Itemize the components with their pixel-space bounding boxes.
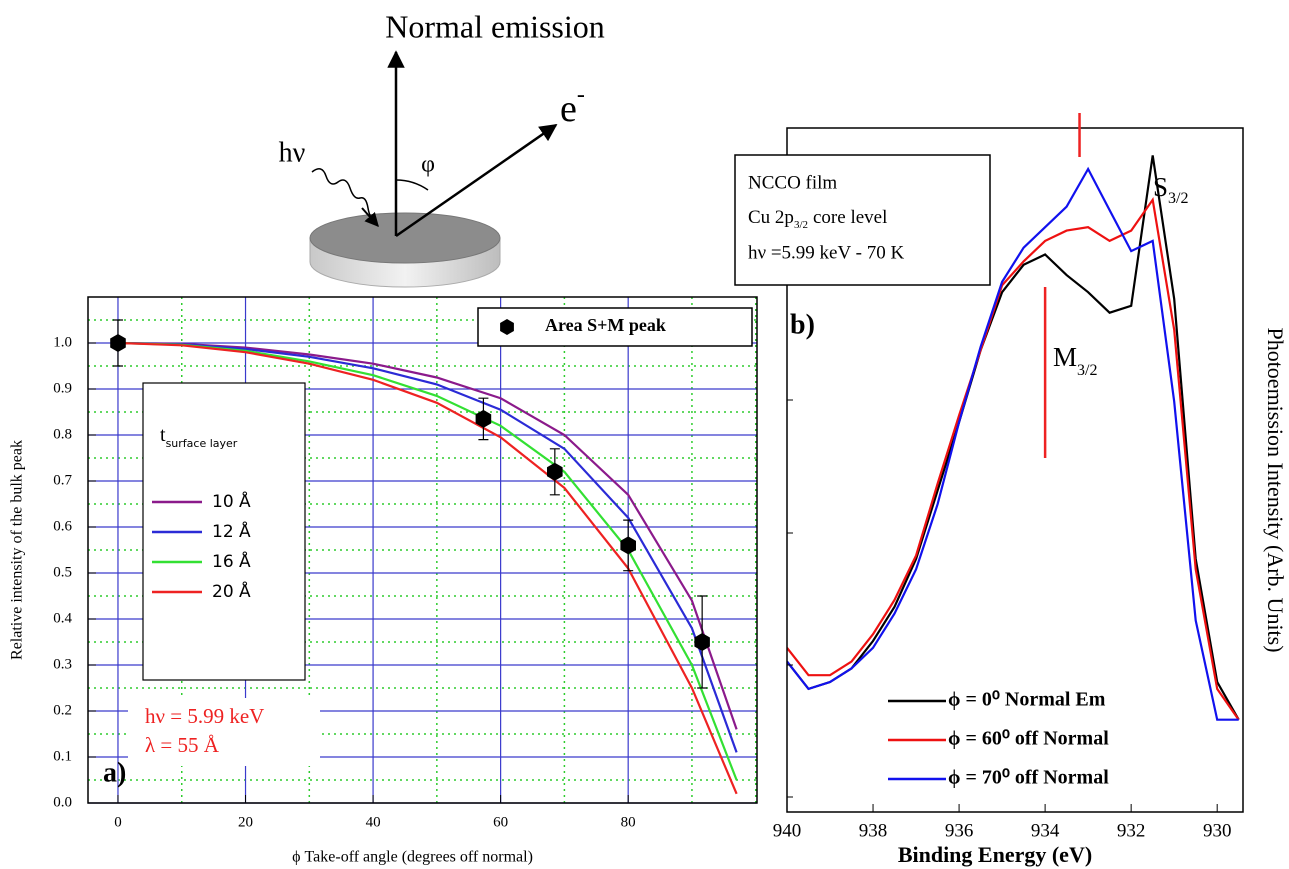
legend-marker: [500, 319, 514, 335]
angle-arc: [395, 179, 429, 191]
x-tick-label: 940: [773, 820, 802, 841]
series-line: [787, 196, 1240, 721]
electron-label: e-: [560, 82, 585, 130]
peak-label: M3/2: [1053, 342, 1097, 378]
annotation: hν = 5.99 keV: [145, 704, 264, 728]
y-tick-label: 0.3: [53, 656, 72, 672]
info-part: core level: [813, 207, 887, 228]
y-axis-label: Photoemission Intensity (Arb. Units): [1263, 327, 1288, 652]
x-tick-label: 932: [1117, 820, 1146, 841]
legend-label: ϕ = 60⁰ off Normal: [948, 728, 1109, 750]
legend-label: 20 Å: [212, 580, 251, 602]
data-point: [547, 462, 563, 481]
x-axis-label: Binding Energy (eV): [898, 842, 1092, 867]
info-line: Cu 2p3/2 core level: [748, 207, 887, 230]
diagram: Normal emission hν e- φ: [279, 8, 605, 288]
y-tick-label: 0.8: [53, 426, 72, 442]
data-point: [475, 409, 492, 428]
info-line: hν =5.99 keV - 70 K: [748, 242, 904, 263]
info-line: NCCO film: [748, 172, 837, 193]
legend-label: ϕ = 0⁰ Normal Em: [948, 689, 1106, 711]
legend-box: [477, 307, 753, 347]
peak-label: S3/2: [1153, 172, 1188, 206]
y-tick-label: 0.0: [53, 794, 72, 810]
angle-label: φ: [421, 152, 435, 178]
x-tick-label: 60: [493, 814, 508, 830]
chart-a: 0 20 40 60 80 0.0 0.1 0.2 0.3 0.4 0.5 0.6 0.7 0.8 0.9 1…: [9, 296, 758, 866]
info-sub: 3/2: [794, 219, 808, 231]
y-tick-label: 0.5: [53, 564, 72, 580]
series-line: [117, 341, 738, 753]
diagram-title: Normal emission: [385, 8, 605, 44]
y-tick-label: 0.4: [53, 610, 72, 626]
x-tick-label: 930: [1203, 820, 1232, 841]
info-box: [734, 154, 991, 286]
x-tick-label: 0: [114, 814, 122, 830]
data-point: [110, 334, 126, 352]
sample-top: [309, 212, 501, 264]
plot-frame: [786, 127, 1244, 813]
electron-symbol: e: [560, 88, 577, 130]
photon-arrow: [361, 207, 379, 228]
legend-label: ϕ = 70⁰ off Normal: [948, 767, 1109, 789]
y-tick-label: 0.7: [53, 472, 72, 488]
y-tick-label: 0.1: [53, 748, 72, 764]
y-tick-label: 0.9: [53, 380, 72, 396]
info-part: Cu 2p: [748, 207, 794, 228]
peak-sub: 3/2: [1077, 362, 1097, 379]
x-tick-label: 934: [1031, 820, 1060, 841]
x-tick-label: 40: [366, 814, 381, 830]
series-line: [117, 341, 738, 795]
photon-label: hν: [279, 137, 306, 168]
legend-title-main: t: [160, 424, 166, 446]
panel-label: b): [790, 309, 815, 340]
y-axis-label: Relative intensity of the bulk peak: [9, 440, 26, 660]
electron-charge: -: [577, 82, 585, 108]
annotation: λ = 55 Å: [145, 733, 220, 757]
legend-title-sub: surface layer: [166, 437, 238, 450]
legend-title: tsurface layer: [160, 424, 238, 450]
legend-label: 10 Å: [212, 490, 251, 512]
annotation-box: [128, 698, 320, 766]
series-line: [787, 166, 1239, 721]
data-point: [620, 536, 636, 555]
y-tick-label: 0.2: [53, 702, 72, 718]
peak-name: S: [1153, 172, 1168, 202]
peak-sub: 3/2: [1168, 190, 1188, 207]
x-tick-label: 20: [238, 814, 253, 830]
legend-label: Area S+M peak: [545, 315, 666, 335]
x-tick-label: 80: [621, 814, 636, 830]
chart-b: 940 938 936 934 932 930 Binding Energy (eV) Pho…: [734, 113, 1288, 867]
legend-label: 16 Å: [212, 550, 251, 572]
photon-wave: [311, 168, 377, 221]
x-tick-label: 936: [945, 820, 974, 841]
panel-label: a): [103, 757, 126, 788]
y-tick-label: 0.6: [53, 518, 72, 534]
series-line: [787, 155, 1240, 721]
x-tick-label: 938: [859, 820, 888, 841]
peak-name: M: [1053, 342, 1077, 372]
data-point: [694, 633, 710, 651]
y-tick-label: 1.0: [53, 334, 72, 350]
x-axis-label: ϕ Take-off angle (degrees off normal): [292, 849, 533, 866]
legend-label: 12 Å: [212, 520, 251, 542]
electron-arrow: [395, 123, 558, 238]
plot-frame: [87, 296, 758, 804]
